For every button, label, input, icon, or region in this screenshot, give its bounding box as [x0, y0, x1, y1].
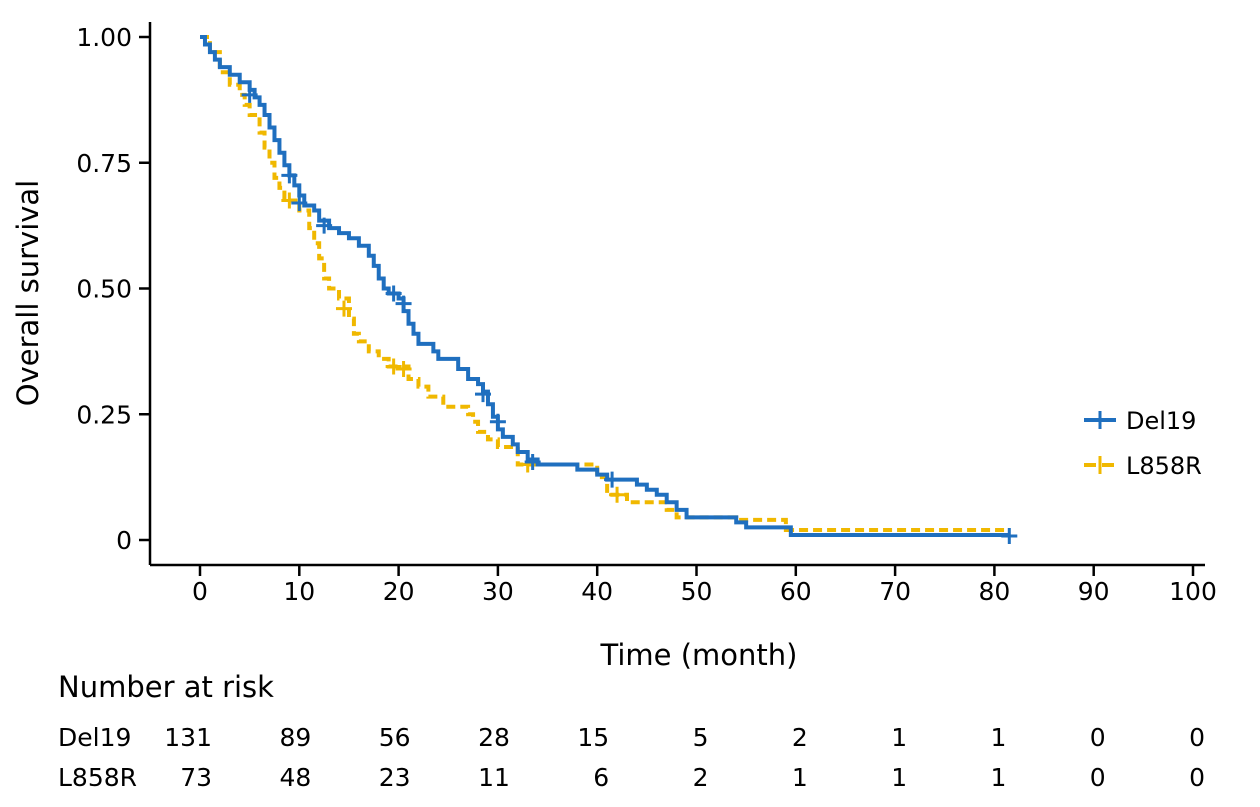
risk-count: 1 — [891, 723, 907, 752]
x-tick-label: 100 — [1169, 577, 1217, 606]
risk-count: 0 — [1090, 723, 1106, 752]
x-tick-label: 30 — [482, 577, 514, 606]
risk-count: 48 — [279, 763, 311, 792]
legend-label-del19: Del19 — [1126, 407, 1196, 435]
x-tick-label: 20 — [383, 577, 415, 606]
risk-row-label: Del19 — [58, 723, 131, 752]
risk-count: 0 — [1090, 763, 1106, 792]
y-tick-label: 1.00 — [76, 23, 132, 52]
x-axis-title: Time (month) — [600, 638, 798, 672]
series-line-del19 — [200, 35, 1010, 537]
y-tick-label: 0 — [116, 526, 132, 555]
censor-mark-del19 — [241, 86, 258, 103]
x-tick-label: 0 — [192, 577, 208, 606]
risk-count: 1 — [792, 763, 808, 792]
y-tick-label: 0.75 — [76, 149, 132, 178]
risk-count: 73 — [180, 763, 212, 792]
risk-count: 5 — [693, 723, 709, 752]
x-tick-label: 50 — [681, 577, 713, 606]
censor-mark-l858r — [609, 486, 626, 503]
censor-mark-del19 — [475, 386, 492, 403]
x-tick-label: 10 — [283, 577, 315, 606]
series-layer — [200, 35, 1018, 544]
y-ticks: 0 0.25 0.50 0.75 1.00 — [76, 23, 150, 555]
censor-mark-del19 — [395, 295, 412, 312]
risk-count: 56 — [379, 723, 411, 752]
censor-mark-del19 — [1001, 527, 1018, 544]
censor-mark-del19 — [489, 413, 506, 430]
censor-mark-del19 — [316, 217, 333, 234]
censor-mark-del19 — [604, 471, 621, 488]
y-axis-title: Overall survival — [11, 180, 45, 406]
x-tick-label: 70 — [879, 577, 911, 606]
risk-count: 89 — [279, 723, 311, 752]
x-tick-label: 80 — [978, 577, 1010, 606]
censor-mark-l858r — [385, 358, 402, 375]
risk-count: 2 — [693, 763, 709, 792]
risk-count: 0 — [1189, 763, 1205, 792]
censor-mark-del19 — [385, 285, 402, 302]
risk-count: 23 — [379, 763, 411, 792]
risk-count: 1 — [891, 763, 907, 792]
legend: Del19 L858R — [1084, 407, 1202, 480]
risk-row-label: L858R — [58, 763, 137, 792]
risk-count: 6 — [593, 763, 609, 792]
legend-label-l858r: L858R — [1126, 452, 1202, 480]
y-tick-label: 0.50 — [76, 275, 132, 304]
censor-mark-l858r — [281, 192, 298, 209]
x-tick-label: 40 — [581, 577, 613, 606]
x-tick-label: 90 — [1078, 577, 1110, 606]
censor-mark-del19 — [281, 167, 298, 184]
x-tick-label: 60 — [780, 577, 812, 606]
risk-count: 1 — [990, 723, 1006, 752]
censor-mark-l858r — [395, 360, 412, 377]
risk-count: 11 — [478, 763, 510, 792]
risk-count: 1 — [990, 763, 1006, 792]
risk-count: 2 — [792, 723, 808, 752]
risk-count: 28 — [478, 723, 510, 752]
censor-mark-l858r — [335, 300, 352, 317]
censor-mark-del19 — [524, 454, 541, 471]
series-line-l858r — [200, 35, 1005, 532]
y-tick-label: 0.25 — [76, 400, 132, 429]
axes: 0 0.25 0.50 0.75 1.00 0 10 20 30 40 50 60 70 80 90 100 — [76, 22, 1217, 606]
x-ticks: 0 10 20 30 40 50 60 70 80 90 100 — [192, 565, 1217, 606]
risk-count: 15 — [577, 723, 609, 752]
risk-table-title: Number at risk — [58, 670, 274, 704]
risk-count: 131 — [164, 723, 212, 752]
censor-mark-del19 — [291, 194, 308, 211]
risk-count: 0 — [1189, 723, 1205, 752]
